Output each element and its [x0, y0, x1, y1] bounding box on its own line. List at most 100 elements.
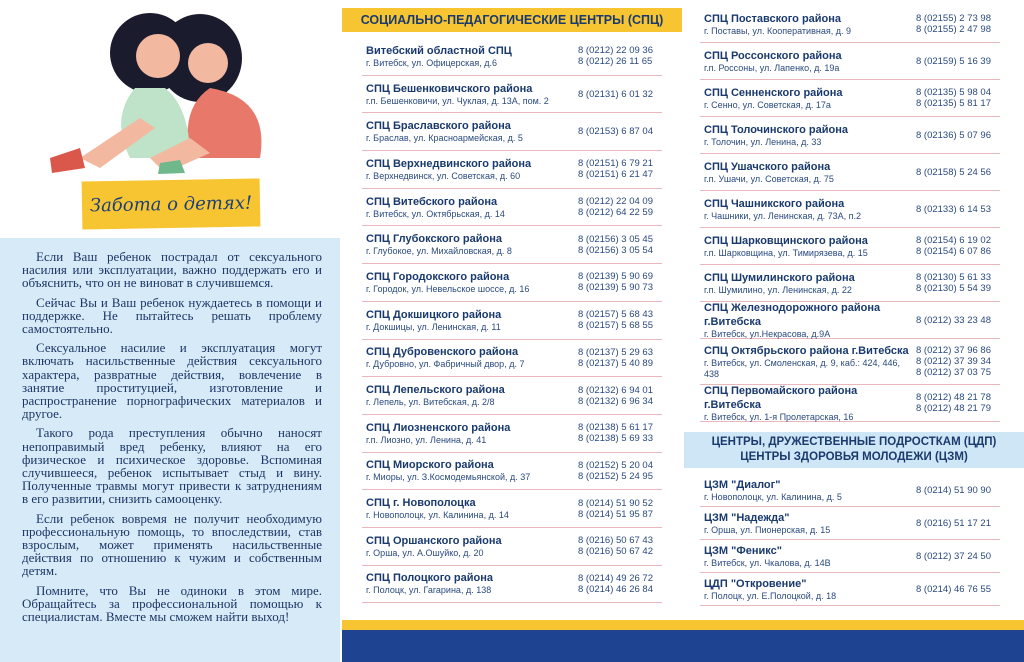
phone: 8 (02153) 6 87 04: [578, 126, 654, 138]
entry: СПЦ Россонского района г.п. Россоны, ул. …: [700, 43, 1000, 80]
phone: 8 (02152) 5 20 04: [578, 459, 654, 471]
entry: СПЦ Дубровенского района г. Дубровно, ул.…: [362, 340, 662, 378]
phone: 8 (02156) 3 05 54: [578, 244, 654, 256]
entry-name: СПЦ Чашникского района: [704, 197, 845, 210]
entry-name: СПЦ Шарковщинского района: [704, 234, 868, 247]
phones: 8 (02138) 5 61 17 8 (02138) 5 69 33: [578, 422, 658, 444]
entry: СПЦ Шумилинского района г.п. Шумилино, ул…: [700, 265, 1000, 302]
entry-name: СПЦ Городокского района: [366, 270, 510, 283]
entry-info: СПЦ Шумилинского района г.п. Шумилино, ул…: [704, 271, 855, 296]
phone: 8 (02151) 6 79 21: [578, 158, 654, 170]
entry: Витебский областной СПЦ г. Витебск, ул. О…: [362, 38, 662, 76]
entry-info: СПЦ Сенненского района г. Сенно, ул. Сове…: [704, 86, 843, 111]
entry-info: СПЦ г. Новополоцка г. Новополоцк, ул. Кал…: [366, 496, 509, 521]
entry: ЦЗМ "Диалог" г. Новополоцк, ул. Калинина,…: [700, 474, 1000, 507]
entry-name: СПЦ Дубровенского района: [366, 346, 519, 359]
phone: 8 (02158) 5 24 56: [916, 166, 992, 178]
footer-bar: [342, 630, 1024, 662]
phones: 8 (02152) 5 20 04 8 (02152) 5 24 95: [578, 460, 658, 482]
entry-info: СПЦ Дубровенского района г. Дубровно, ул.…: [366, 345, 524, 370]
phone: 8 (0214) 51 95 87: [578, 508, 654, 520]
entry-address: г.п. Россоны, ул. Лапенко, д. 19а: [704, 62, 840, 73]
entry: СПЦ Лепельского района г. Лепель, ул. Вит…: [362, 377, 662, 415]
phones: 8 (02153) 6 87 04: [578, 126, 658, 137]
entry-info: ЦЗМ "Диалог" г. Новополоцк, ул. Калинина,…: [704, 478, 842, 503]
section-title-line: ЦЕНТРЫ ЗДОРОВЬЯ МОЛОДЕЖИ (ЦЗМ): [740, 451, 968, 463]
phones: 8 (02159) 5 16 39: [916, 56, 996, 67]
entry: ЦЗМ "Феникс" г. Витебск, ул. Чкалова, д. …: [700, 540, 1000, 573]
banner: Забота о детях!: [81, 178, 261, 230]
footer-stripe: [342, 620, 1024, 630]
entry: СПЦ Лиозненского района г.п. Лиозно, ул. …: [362, 415, 662, 453]
phones: 8 (02151) 6 79 21 8 (02151) 6 21 47: [578, 158, 658, 180]
center-list: ЦЗМ "Диалог" г. Новополоцк, ул. Калинина,…: [700, 474, 1000, 606]
entry-info: СПЦ Ушачского района г.п. Ушачи, ул. Сове…: [704, 160, 834, 185]
entry-address: г. Витебск, ул. Октябрьская, д. 14: [366, 208, 505, 219]
phones: 8 (0214) 51 90 90: [916, 485, 996, 496]
entry-info: СПЦ Поставского района г. Поставы, ул. Ко…: [704, 12, 851, 37]
entry-name: СПЦ г. Новополоцка: [366, 497, 476, 510]
entry-address: г. Витебск, ул.Некрасова, д.9А: [704, 328, 831, 339]
entry-name: ЦДП "Откровение": [704, 577, 807, 590]
entry-name: СПЦ Октябрьского района г.Витебска: [704, 344, 909, 357]
phone: 8 (02139) 5 90 73: [578, 282, 654, 294]
phones: 8 (02132) 6 94 01 8 (02132) 6 96 34: [578, 385, 658, 407]
phone: 8 (02131) 6 01 32: [578, 88, 654, 100]
phone: 8 (0212) 48 21 78: [916, 392, 992, 403]
phone: 8 (02130) 5 54 39: [916, 283, 992, 294]
phones: 8 (02156) 3 05 45 8 (02156) 3 05 54: [578, 234, 658, 256]
phone: 8 (02155) 2 73 98: [916, 13, 992, 24]
entry: ЦЗМ "Надежда" г. Орша, ул. Пионерская, д.…: [700, 507, 1000, 540]
entry-info: СПЦ Миорского района г. Миоры, ул. З.Косм…: [366, 458, 530, 483]
phone: 8 (02157) 5 68 55: [578, 320, 654, 332]
phone: 8 (02138) 5 61 17: [578, 422, 654, 434]
illustration: [50, 13, 262, 174]
phone: 8 (02156) 3 05 45: [578, 233, 654, 245]
phone: 8 (0212) 37 24 50: [916, 550, 992, 562]
phone: 8 (02154) 6 07 86: [916, 246, 992, 257]
phone: 8 (0212) 26 11 65: [578, 56, 653, 68]
phone: 8 (0212) 37 39 34: [916, 356, 992, 367]
phone: 8 (0214) 49 26 72: [578, 572, 654, 584]
entry-info: СПЦ Браславского района г. Браслав, ул. К…: [366, 119, 523, 144]
phones: 8 (02154) 6 19 02 8 (02154) 6 07 86: [916, 235, 996, 257]
dress: [187, 88, 262, 158]
entry-info: СПЦ Полоцкого района г. Полоцк, ул. Гагар…: [366, 571, 493, 596]
phone: 8 (02159) 5 16 39: [916, 55, 992, 67]
face: [136, 34, 180, 78]
text-box: Если Ваш ребенок пострадал от сексуально…: [0, 238, 340, 662]
entry-name: СПЦ Полоцкого района: [366, 572, 493, 585]
dress: [121, 88, 190, 158]
entry-address: г.п. Лиозно, ул. Ленина, д. 41: [366, 434, 487, 445]
entry-address: г. Толочин, ул. Ленина, д. 33: [704, 136, 822, 147]
entry-name: СПЦ Докшицкого района: [366, 308, 502, 321]
phone: 8 (02157) 5 68 43: [578, 309, 654, 321]
phone: 8 (0212) 22 04 09: [578, 196, 654, 208]
phone: 8 (02132) 6 96 34: [578, 395, 654, 407]
entry-info: СПЦ Верхнедвинского района г. Верхнедвинс…: [366, 157, 531, 182]
entry-name: СПЦ Железнодорожного района г.Витебска: [704, 301, 881, 328]
entry-address: г. Орша, ул. Пионерская, д. 15: [704, 524, 831, 535]
entry-info: СПЦ Бешенковичского района г.п. Бешенкови…: [366, 82, 549, 107]
paragraph: Если Ваш ребенок пострадал от сексуально…: [22, 249, 322, 291]
entry-info: СПЦ Витебского района г. Витебск, ул. Окт…: [366, 195, 505, 220]
entry: СПЦ Верхнедвинского района г. Верхнедвинс…: [362, 151, 662, 189]
center-list: Витебский областной СПЦ г. Витебск, ул. О…: [362, 38, 662, 604]
paragraph: Если ребенок вовремя не получит необходи…: [22, 510, 322, 579]
entry: СПЦ Полоцкого района г. Полоцк, ул. Гагар…: [362, 566, 662, 604]
entry: СПЦ Витебского района г. Витебск, ул. Окт…: [362, 189, 662, 227]
entry-info: Витебский областной СПЦ г. Витебск, ул. О…: [366, 44, 512, 69]
entry-info: СПЦ Лепельского района г. Лепель, ул. Вит…: [366, 383, 505, 408]
phone: 8 (02154) 6 19 02: [916, 235, 992, 246]
entry-info: СПЦ Докшицкого района г. Докшицы, ул. Лен…: [366, 308, 501, 333]
entry: СПЦ Сенненского района г. Сенно, ул. Сове…: [700, 80, 1000, 117]
entry: СПЦ Толочинского района г. Толочин, ул. Л…: [700, 117, 1000, 154]
entry-address: г.п. Бешенковичи, ул. Чуклая, д. 13А, по…: [366, 95, 549, 106]
entry-info: ЦЗМ "Надежда" г. Орша, ул. Пионерская, д.…: [704, 511, 830, 536]
phones: 8 (0216) 51 17 21: [916, 518, 996, 529]
entry-info: ЦЗМ "Феникс" г. Витебск, ул. Чкалова, д. …: [704, 544, 831, 569]
entry-address: г. Витебск, ул. Смоленская, д. 9, каб.: …: [704, 357, 901, 379]
entry: СПЦ Миорского района г. Миоры, ул. З.Косм…: [362, 453, 662, 491]
entry-name: СПЦ Оршанского района: [366, 534, 502, 547]
